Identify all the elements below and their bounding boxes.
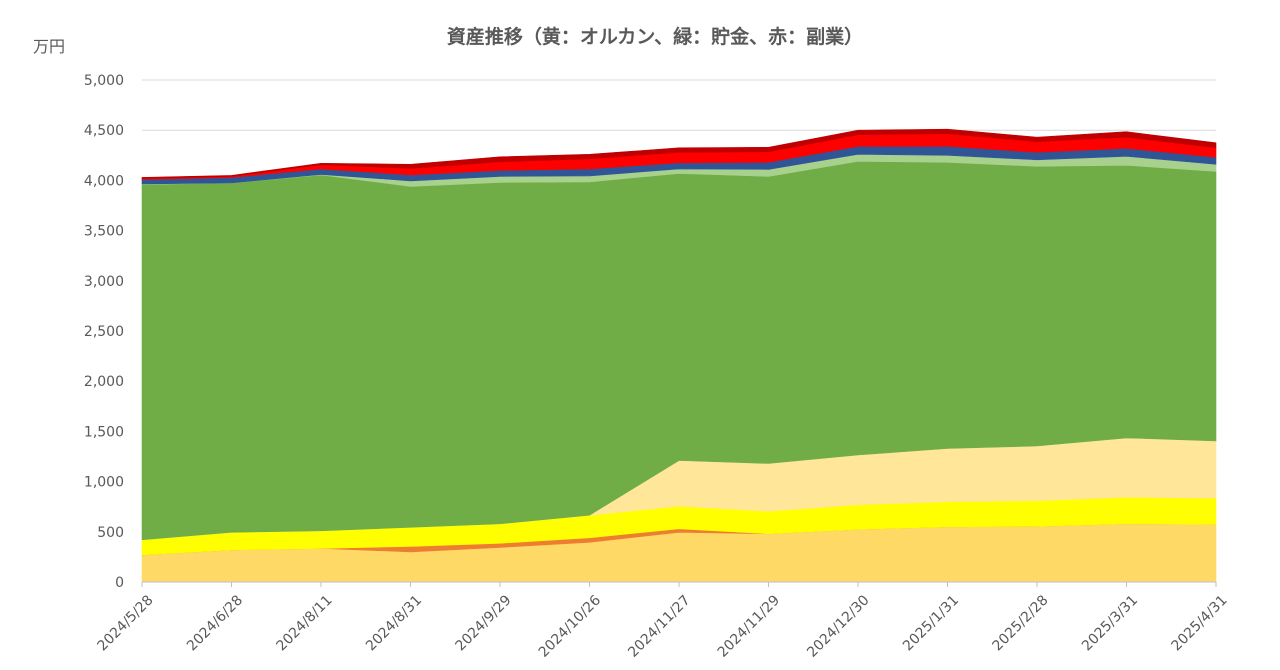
- y-tick-label: 500: [97, 525, 124, 541]
- y-tick-label: 4,500: [84, 123, 124, 139]
- x-tick-label: 2025/4/31: [1169, 592, 1231, 654]
- x-tick-label: 2024/8/11: [274, 592, 336, 654]
- x-tick-label: 2024/10/26: [536, 592, 604, 660]
- y-axis-unit-label: 万円: [33, 37, 65, 56]
- y-tick-label: 1,000: [84, 475, 124, 491]
- y-tick-label: 2,000: [84, 374, 124, 390]
- y-tick-label: 3,500: [84, 224, 124, 240]
- x-tick-label: 2025/1/31: [900, 592, 962, 654]
- y-tick-label: 3,000: [84, 274, 124, 290]
- y-tick-label: 5,000: [84, 73, 124, 89]
- y-tick-label: 2,500: [84, 324, 124, 340]
- y-tick-label: 4,000: [84, 173, 124, 189]
- x-tick-label: 2024/8/31: [363, 592, 425, 654]
- x-tick-label: 2024/12/30: [804, 592, 872, 660]
- y-tick-label: 1,500: [84, 424, 124, 440]
- x-tick-label: 2024/11/27: [625, 592, 693, 660]
- chart-title: 資産推移（黄：オルカン、緑：貯金、赤：副業）: [447, 25, 863, 48]
- area-series-9: [141, 128, 1217, 179]
- y-tick-label: 0: [115, 575, 124, 591]
- x-tick-label: 2024/9/29: [453, 592, 515, 654]
- x-tick-label: 2024/11/29: [715, 592, 783, 660]
- area-series-group: [141, 128, 1217, 583]
- x-tick-label: 2025/3/31: [1079, 592, 1141, 654]
- x-tick-label: 2025/2/28: [990, 592, 1052, 654]
- x-tick-label: 2024/5/28: [95, 592, 157, 654]
- x-tick-label: 2024/6/28: [184, 592, 246, 654]
